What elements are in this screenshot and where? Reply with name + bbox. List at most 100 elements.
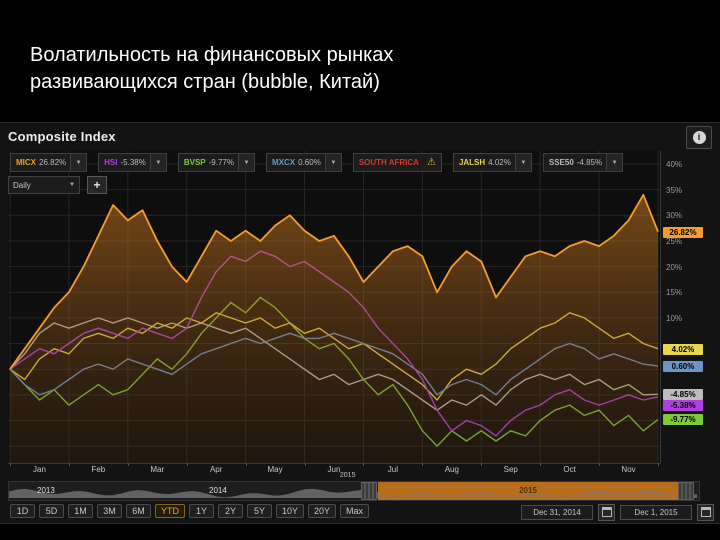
last-value-badge-sse50: -4.85% <box>663 389 703 401</box>
range-button-1m[interactable]: 1M <box>68 504 93 518</box>
range-button-5d[interactable]: 5D <box>39 504 64 518</box>
chip-change-value: 26.82% <box>39 158 67 167</box>
y-axis-tick-label: 35% <box>666 185 683 195</box>
chip-ticker-label: SOUTH AFRICA <box>358 158 419 167</box>
x-axis-month-label: Feb <box>91 465 106 474</box>
x-axis-tick <box>658 463 659 466</box>
x-axis-year-label: 2015 <box>339 472 356 479</box>
chevron-down-icon[interactable]: ▼ <box>149 154 166 171</box>
x-axis-month-label: May <box>267 465 283 474</box>
x-axis-month-label: Apr <box>209 465 223 474</box>
date-range-navigator[interactable]: 2013 2014 2015 <box>8 481 700 501</box>
range-button-3m[interactable]: 3M <box>97 504 122 518</box>
security-chip-micx[interactable]: MICX 26.82% ▼ <box>10 153 88 172</box>
navigator-drag-handle[interactable] <box>361 482 377 500</box>
x-axis-month-label: Mar <box>150 465 165 474</box>
chart-widget-title: Composite Index <box>8 129 116 144</box>
x-axis-month-label: Nov <box>621 465 636 474</box>
x-axis-month-label: Jun <box>327 465 341 474</box>
x-axis-tick <box>599 463 601 466</box>
y-axis-tick-label: 25% <box>666 236 683 246</box>
y-axis: 40% 35% 30% 25% 20% 15% 10% 26.82% 4.02% 0.60% -4.… <box>660 151 720 463</box>
x-axis-tick <box>127 463 129 466</box>
chip-ticker-label: HSI <box>104 158 118 167</box>
chip-change-value: 4.02% <box>488 158 511 167</box>
navigator-selected-range[interactable] <box>378 482 678 500</box>
last-value-badge-micx: 26.82% <box>663 226 703 238</box>
chevron-down-icon[interactable]: ▼ <box>70 154 87 171</box>
frequency-value: Daily <box>13 180 31 190</box>
end-date-input[interactable]: Dec 1, 2015 <box>620 505 692 520</box>
x-axis: Jan Feb Mar Apr May Jun 2015 Jul Aug Sep Oct Nov <box>0 463 720 480</box>
y-axis-tick-label: 20% <box>666 262 683 272</box>
info-button[interactable]: i <box>686 126 712 149</box>
calendar-icon[interactable] <box>598 504 615 521</box>
x-axis-tick <box>10 463 11 466</box>
x-axis-month-label: Sep <box>503 465 518 474</box>
y-axis-tick-label: 30% <box>666 211 683 221</box>
chip-ticker-label: BVSP <box>183 158 206 167</box>
chip-ticker-label: MXCX <box>272 158 296 167</box>
chevron-down-icon[interactable]: ▼ <box>324 154 341 171</box>
y-axis-tick-label: 10% <box>666 313 683 323</box>
date-inputs: Dec 31, 2014 Dec 1, 2015 <box>521 504 714 521</box>
security-chip-mxcx[interactable]: MXCX 0.60% ▼ <box>266 153 342 172</box>
x-axis-tick <box>304 463 306 466</box>
slide-title-line1: Волатильность на финансовых рынках <box>30 44 394 66</box>
calendar-glyph <box>601 507 612 517</box>
add-security-button[interactable]: + <box>87 176 107 194</box>
frequency-dropdown[interactable]: Daily ▼ <box>8 176 80 194</box>
security-chip-bvsp[interactable]: BVSP -9.77% ▼ <box>177 153 255 172</box>
range-button-1y[interactable]: 1Y <box>189 504 214 518</box>
chart-terminal-window: Composite Index i 40% 35% 30% 25% 20% 15% 10% 2… <box>0 122 720 524</box>
y-axis-tick-label: 15% <box>666 288 683 298</box>
x-axis-month-label: Aug <box>444 465 459 474</box>
range-button-2y[interactable]: 2Y <box>218 504 243 518</box>
slide-title-line2: развивающихся стран (bubble, Китай) <box>30 71 380 93</box>
calendar-glyph <box>700 507 711 517</box>
navigator-year-label: 2013 <box>37 486 55 495</box>
series-area-micx <box>10 194 658 464</box>
chart-plot-area[interactable] <box>8 151 660 464</box>
chevron-down-icon[interactable]: ▼ <box>606 154 623 171</box>
warning-icon: ⚠ <box>426 157 436 168</box>
navigator-selected-year-label: 2015 <box>519 486 537 495</box>
range-button-5y[interactable]: 5Y <box>247 504 272 518</box>
chevron-down-icon[interactable]: ▼ <box>514 154 531 171</box>
last-value-badge-hsi: -5.38% <box>663 400 703 412</box>
y-axis-tick-label: 40% <box>666 160 683 169</box>
last-value-badge-bvsp: -9.77% <box>663 414 703 426</box>
security-chips-row: MICX 26.82% ▼ HSI -5.38% ▼ BVSP -9.77% ▼ MXCX 0.60… <box>10 153 624 172</box>
range-button-max[interactable]: Max <box>340 504 370 518</box>
x-axis-tick <box>68 463 70 466</box>
x-axis-tick <box>363 463 365 466</box>
security-chip-hsi[interactable]: HSI -5.38% ▼ <box>98 153 167 172</box>
series-line-micx <box>9 193 659 370</box>
security-chip-south-africa[interactable]: SOUTH AFRICA ⚠ <box>352 153 442 172</box>
security-chip-sse50[interactable]: SSE50 -4.85% ▼ <box>542 153 624 172</box>
range-button-1d[interactable]: 1D <box>10 504 35 518</box>
slide-title: Волатильность на финансовых рынках разви… <box>30 42 393 96</box>
chip-change-value: 0.60% <box>298 158 321 167</box>
calendar-icon[interactable] <box>697 504 714 521</box>
range-button-20y[interactable]: 20Y <box>308 504 337 518</box>
range-button-ytd[interactable]: YTD <box>155 504 185 518</box>
x-axis-tick <box>481 463 483 466</box>
security-chip-jalsh[interactable]: JALSH 4.02% ▼ <box>452 153 532 172</box>
frequency-controls: Daily ▼ + <box>8 176 107 194</box>
range-button-10y[interactable]: 10Y <box>276 504 305 518</box>
range-button-6m[interactable]: 6M <box>126 504 151 518</box>
chevron-down-icon[interactable]: ▼ <box>238 154 254 171</box>
chip-ticker-label: MICX <box>16 158 36 167</box>
x-axis-tick <box>186 463 188 466</box>
start-date-input[interactable]: Dec 31, 2014 <box>521 505 593 520</box>
last-value-badge-mxcx: 0.60% <box>663 361 703 373</box>
chevron-down-icon: ▼ <box>69 182 75 188</box>
range-toolbar: 1D 5D 1M 3M 6M YTD 1Y 2Y 5Y 10Y 20Y Max <box>10 504 370 518</box>
x-axis-month-label: Oct <box>563 465 576 474</box>
chip-change-value: -4.85% <box>576 158 603 167</box>
line-chart <box>8 151 660 464</box>
navigator-drag-handle[interactable] <box>678 482 694 500</box>
info-icon: i <box>692 131 706 144</box>
x-axis-month-label: Jul <box>387 465 399 474</box>
